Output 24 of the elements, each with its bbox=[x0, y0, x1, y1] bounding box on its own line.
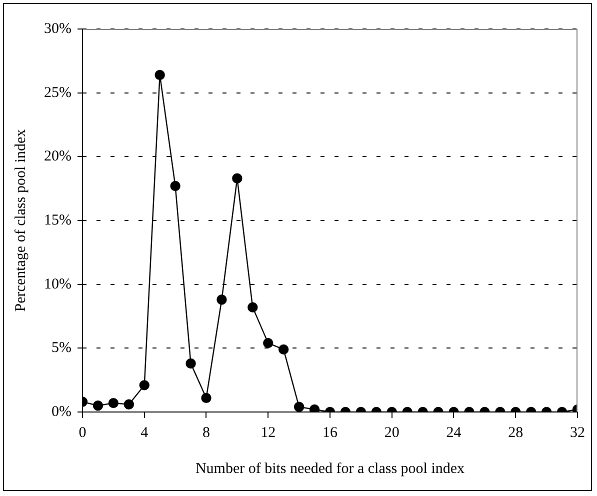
y-tick-label: 15% bbox=[44, 212, 72, 228]
point bbox=[170, 180, 180, 192]
point bbox=[154, 70, 165, 80]
y-tick-label: 25% bbox=[44, 84, 72, 101]
x-tick-label: 32 bbox=[570, 424, 585, 441]
point bbox=[216, 294, 227, 305]
x-tick-label: 24 bbox=[446, 424, 462, 441]
y-tick-label: 10% bbox=[44, 276, 72, 292]
x-tick-label: 12 bbox=[260, 424, 276, 441]
x-tick-label: 4 bbox=[140, 424, 149, 441]
y-tick-label: 20% bbox=[44, 148, 72, 165]
point bbox=[309, 404, 320, 412]
x-tick-label: 28 bbox=[508, 424, 524, 441]
point bbox=[248, 302, 258, 312]
y-tick-label: 5% bbox=[51, 340, 72, 356]
y-tick-label: 30% bbox=[44, 20, 72, 37]
x-tick-label: 20 bbox=[384, 424, 400, 441]
x-tick-label: 16 bbox=[322, 424, 338, 441]
x-tick-label: 0 bbox=[78, 424, 86, 441]
x-tick-label: 8 bbox=[202, 424, 210, 441]
point bbox=[232, 173, 242, 184]
y-axis-title: Percentage of class pool index bbox=[12, 128, 29, 312]
x-axis-title: Number of bits needed for a class pool index bbox=[195, 460, 466, 477]
y-tick-label: 0% bbox=[51, 404, 72, 420]
